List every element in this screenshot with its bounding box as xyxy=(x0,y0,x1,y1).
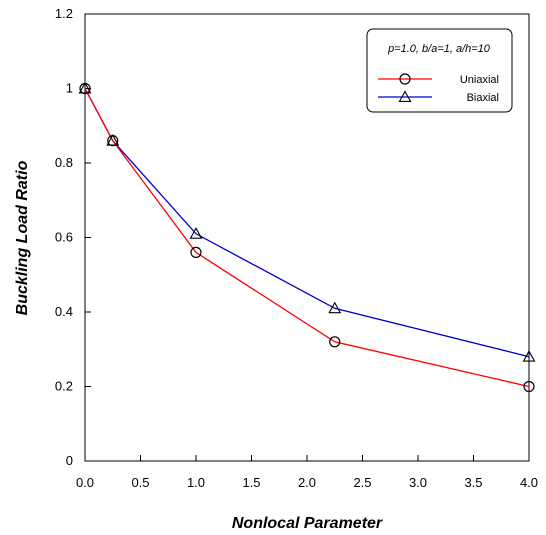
x-axis-title: Nonlocal Parameter xyxy=(232,515,383,532)
legend-label-biaxial: Biaxial xyxy=(467,92,499,104)
data-point-uniaxial xyxy=(107,135,119,147)
x-tick-label: 1.5 xyxy=(242,475,260,490)
data-point-biaxial xyxy=(522,350,536,362)
legend-label-uniaxial: Uniaxial xyxy=(460,74,499,86)
legend-box xyxy=(366,28,513,113)
data-point-uniaxial xyxy=(190,246,202,258)
data-point-uniaxial xyxy=(329,336,341,348)
y-axis-title: Buckling Load Ratio xyxy=(14,160,31,315)
y-axis-ticks: 0 0.2 0.4 0.6 0.8 1 1.2 xyxy=(55,6,91,468)
series-layer xyxy=(78,81,536,393)
y-tick-label: 0.2 xyxy=(55,379,73,394)
data-point-biaxial xyxy=(328,301,342,314)
y-tick-label: 0.8 xyxy=(55,155,73,170)
x-tick-label: 3.5 xyxy=(464,475,482,490)
legend-entries: Uniaxial Biaxial xyxy=(378,73,499,104)
legend: p=1.0, b/a=1, a/h=10 Uniaxial Biaxial xyxy=(366,28,513,113)
x-tick-label: 2.0 xyxy=(298,475,316,490)
data-point-biaxial xyxy=(189,227,203,239)
data-point-uniaxial xyxy=(79,82,91,95)
series-line-biaxial xyxy=(84,88,530,358)
y-tick-label: 1 xyxy=(66,81,73,96)
x-tick-label: 4.0 xyxy=(520,475,538,490)
y-tick-label: 0.6 xyxy=(55,230,73,245)
y-tick-label: 0.4 xyxy=(55,304,73,319)
series-line-uniaxial xyxy=(84,88,530,388)
x-axis-ticks: 0.0 0.5 1.0 1.5 2.0 2.5 3.0 3.5 4.0 xyxy=(76,455,538,490)
x-tick-label: 0.0 xyxy=(76,475,94,490)
x-tick-label: 1.0 xyxy=(187,475,205,490)
y-tick-label: 1.2 xyxy=(55,6,73,21)
legend-marker-biaxial xyxy=(398,90,412,102)
y-tick-label: 0 xyxy=(66,453,73,468)
data-point-uniaxial xyxy=(523,380,535,393)
x-tick-label: 0.5 xyxy=(131,475,149,490)
x-tick-label: 3.0 xyxy=(409,475,427,490)
x-tick-label: 2.5 xyxy=(353,475,371,490)
legend-title: p=1.0, b/a=1, a/h=10 xyxy=(387,43,491,55)
legend-marker-uniaxial xyxy=(399,73,411,85)
